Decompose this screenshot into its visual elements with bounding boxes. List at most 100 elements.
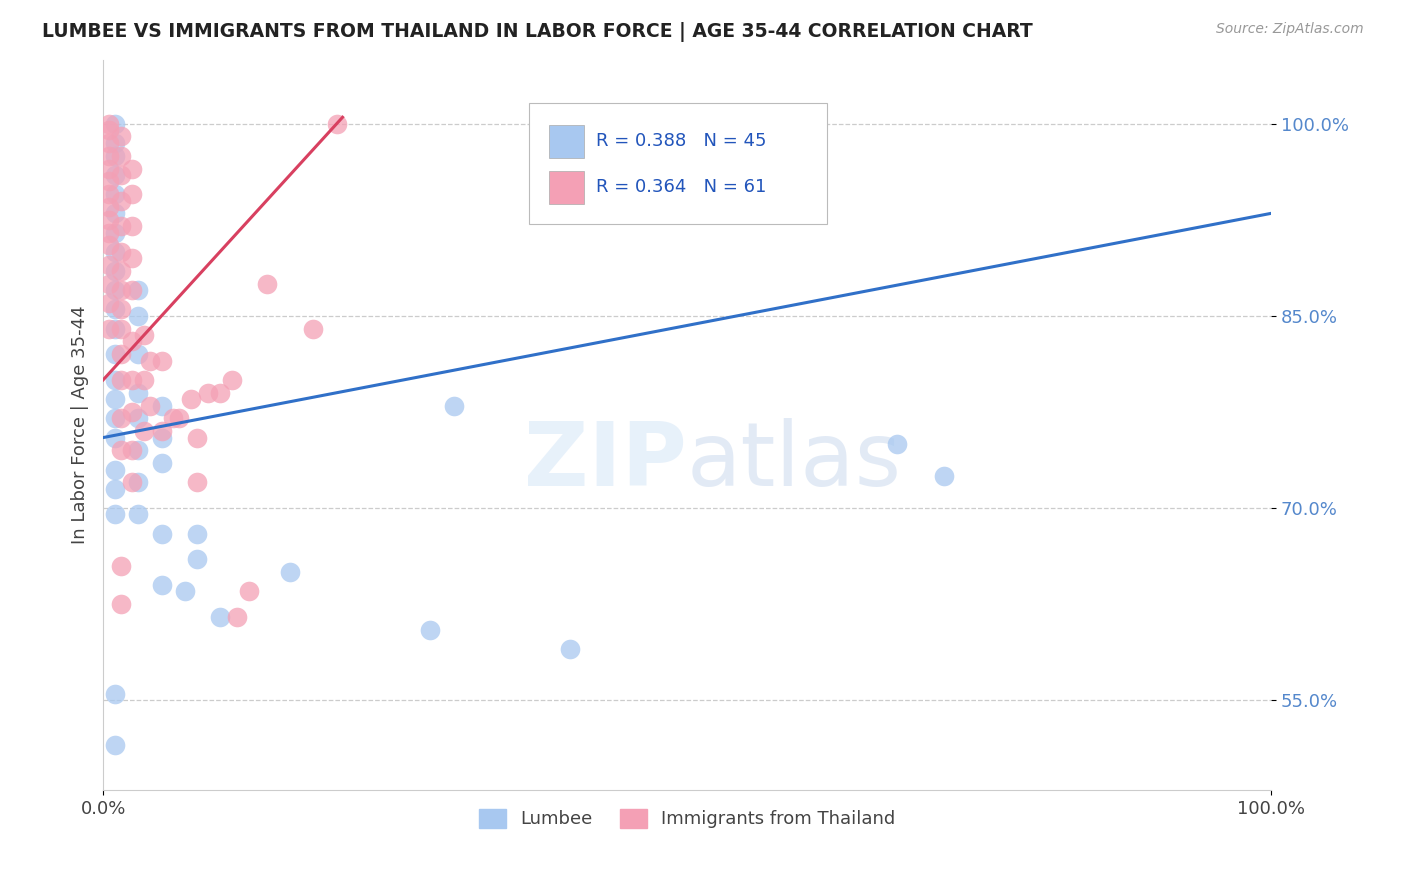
Bar — [550, 126, 585, 158]
Point — [104, 508, 127, 522]
Point — [132, 424, 155, 438]
Bar — [550, 171, 585, 204]
Point — [98, 238, 121, 252]
Text: Source: ZipAtlas.com: Source: ZipAtlas.com — [1216, 22, 1364, 37]
Point — [443, 399, 465, 413]
Point — [104, 431, 127, 445]
Point — [560, 642, 582, 657]
Point — [132, 328, 155, 343]
Text: R = 0.364   N = 61: R = 0.364 N = 61 — [596, 178, 766, 196]
Point — [162, 411, 184, 425]
Point — [104, 321, 127, 335]
Point — [98, 321, 121, 335]
Point — [150, 456, 173, 470]
Point — [208, 385, 231, 400]
Point — [186, 552, 208, 566]
Point — [110, 129, 132, 144]
Point — [104, 738, 127, 752]
Point — [110, 321, 132, 335]
Point — [110, 302, 132, 317]
Point — [98, 187, 121, 202]
Point — [98, 212, 121, 227]
Point — [127, 385, 149, 400]
Point — [104, 264, 127, 278]
Point — [278, 565, 301, 579]
Point — [104, 226, 127, 240]
Point — [419, 623, 441, 637]
Point — [98, 174, 121, 188]
Point — [110, 411, 132, 425]
Point — [186, 475, 208, 490]
Text: ZIP: ZIP — [524, 417, 688, 505]
Point — [98, 258, 121, 272]
Point — [238, 584, 260, 599]
Point — [104, 482, 127, 496]
Point — [98, 296, 121, 310]
Point — [110, 219, 132, 234]
Point — [121, 475, 143, 490]
Point — [121, 373, 143, 387]
Point — [104, 687, 127, 701]
Point — [110, 194, 132, 208]
Point — [104, 168, 127, 182]
Point — [98, 161, 121, 176]
Point — [104, 302, 127, 317]
Text: atlas: atlas — [688, 417, 903, 505]
Point — [121, 334, 143, 349]
Point — [302, 321, 325, 335]
Point — [121, 251, 143, 265]
Point — [325, 117, 347, 131]
Point — [886, 437, 908, 451]
Point — [104, 283, 127, 297]
Point — [121, 405, 143, 419]
Point — [110, 558, 132, 573]
Point — [121, 219, 143, 234]
Point — [98, 200, 121, 214]
Point — [208, 610, 231, 624]
Text: LUMBEE VS IMMIGRANTS FROM THAILAND IN LABOR FORCE | AGE 35-44 CORRELATION CHART: LUMBEE VS IMMIGRANTS FROM THAILAND IN LA… — [42, 22, 1033, 42]
Point — [104, 392, 127, 406]
Point — [139, 353, 162, 368]
Point — [104, 206, 127, 220]
Point — [98, 226, 121, 240]
Point — [186, 431, 208, 445]
Point — [139, 399, 162, 413]
Point — [98, 123, 121, 137]
Point — [121, 187, 143, 202]
Point — [104, 136, 127, 150]
Point — [110, 264, 132, 278]
Point — [127, 475, 149, 490]
Point — [127, 508, 149, 522]
Point — [110, 597, 132, 611]
Point — [110, 283, 132, 297]
Point — [98, 117, 121, 131]
Point — [173, 584, 195, 599]
Point — [180, 392, 202, 406]
Point — [110, 168, 132, 182]
Point — [104, 373, 127, 387]
Point — [104, 244, 127, 259]
Point — [104, 117, 127, 131]
Point — [150, 424, 173, 438]
Point — [98, 136, 121, 150]
Point — [127, 347, 149, 361]
Point — [150, 353, 173, 368]
Point — [127, 283, 149, 297]
Point — [104, 411, 127, 425]
Point — [110, 149, 132, 163]
Point — [127, 443, 149, 458]
Point — [150, 399, 173, 413]
Point — [186, 526, 208, 541]
Point — [226, 610, 249, 624]
Point — [98, 149, 121, 163]
Point — [127, 411, 149, 425]
Point — [132, 373, 155, 387]
Text: R = 0.388   N = 45: R = 0.388 N = 45 — [596, 132, 766, 151]
Point — [150, 526, 173, 541]
Point — [121, 443, 143, 458]
Point — [256, 277, 278, 291]
Point — [110, 443, 132, 458]
FancyBboxPatch shape — [530, 103, 827, 224]
Point — [221, 373, 243, 387]
Point — [98, 277, 121, 291]
